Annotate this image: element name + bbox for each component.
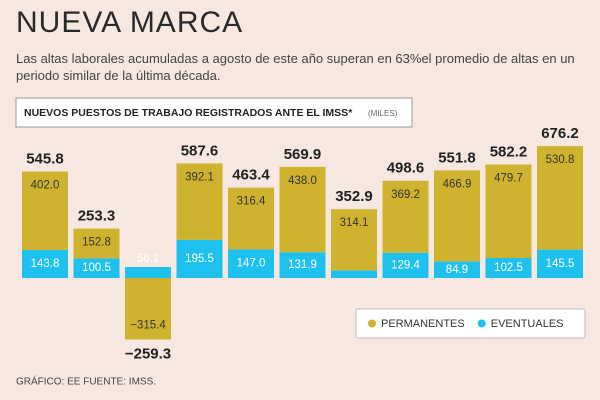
bar-segment xyxy=(485,164,532,259)
bar-segment xyxy=(279,252,326,278)
bar-segment xyxy=(537,249,583,278)
legend-label: PERMANENTES xyxy=(381,318,465,330)
value-label: 100.5 xyxy=(82,262,111,274)
source: GRÁFICO: EE FUENTE: IMSS. xyxy=(16,375,156,388)
chart-title-box xyxy=(15,97,413,128)
bar-segment xyxy=(125,267,171,278)
value-label: 56.1 xyxy=(137,253,159,265)
value-label: 530.8 xyxy=(546,154,575,166)
value-label: 402.0 xyxy=(31,180,60,192)
total-label: 545.8 xyxy=(26,151,64,168)
value-label: 438.0 xyxy=(288,175,317,187)
value-label: 195.5 xyxy=(185,253,214,265)
bar-segment xyxy=(73,258,120,278)
value-label: 392.1 xyxy=(185,171,214,183)
bar-segment xyxy=(382,252,429,278)
value-label: 102.5 xyxy=(494,262,523,274)
bar-segment xyxy=(73,228,120,259)
unit-note: (MILES) xyxy=(368,109,398,118)
value-label: 316.4 xyxy=(237,196,266,208)
bar-segment xyxy=(22,171,68,250)
value-label: 369.2 xyxy=(391,189,420,201)
bar-segment xyxy=(22,249,68,278)
legend-label: EVENTUALES xyxy=(491,318,564,330)
bar-segment xyxy=(228,249,274,278)
bar-segment xyxy=(176,163,223,240)
total-label: 587.6 xyxy=(181,142,219,159)
legend-box xyxy=(355,308,586,339)
value-label: 466.9 xyxy=(443,178,472,190)
value-label: 143.8 xyxy=(31,258,60,270)
value-label: 84.9 xyxy=(446,264,468,276)
bar-segment xyxy=(176,239,223,278)
bar-segment xyxy=(485,258,532,278)
title: NUEVA MARCA xyxy=(16,6,244,39)
total-label: 352.9 xyxy=(335,188,373,205)
bar-segment xyxy=(125,278,171,340)
total-label: 498.6 xyxy=(387,160,425,177)
bar-segment xyxy=(434,170,480,262)
bar-segment xyxy=(331,209,377,271)
chart-title: NUEVOS PUESTOS DE TRABAJO REGISTRADOS AN… xyxy=(24,107,353,119)
bar-segment xyxy=(331,270,377,278)
value-label: 152.8 xyxy=(82,237,111,249)
total-label: 253.3 xyxy=(78,208,116,225)
total-label: −259.3 xyxy=(125,345,171,362)
value-label: −315.4 xyxy=(130,320,166,332)
subtitle: Las altas laborales acumuladas a agosto … xyxy=(16,51,575,83)
bar-segment xyxy=(279,166,326,253)
bar-segment xyxy=(537,146,583,250)
bar-segment xyxy=(434,261,480,278)
total-label: 582.2 xyxy=(490,143,528,160)
value-label: 129.4 xyxy=(391,259,420,271)
value-label: 131.9 xyxy=(288,259,317,271)
bar-segment xyxy=(382,180,429,253)
value-label: 145.5 xyxy=(546,258,575,270)
value-label: 147.0 xyxy=(237,258,266,270)
legend-swatch xyxy=(368,319,376,328)
bar-segment xyxy=(228,187,274,250)
total-label: 463.4 xyxy=(232,167,270,184)
total-label: 551.8 xyxy=(438,149,476,166)
legend-swatch xyxy=(477,319,486,328)
value-label: 314.1 xyxy=(340,217,369,229)
value-label: 479.7 xyxy=(494,173,523,185)
total-label: 676.2 xyxy=(541,125,579,142)
total-label: 569.9 xyxy=(284,146,322,163)
